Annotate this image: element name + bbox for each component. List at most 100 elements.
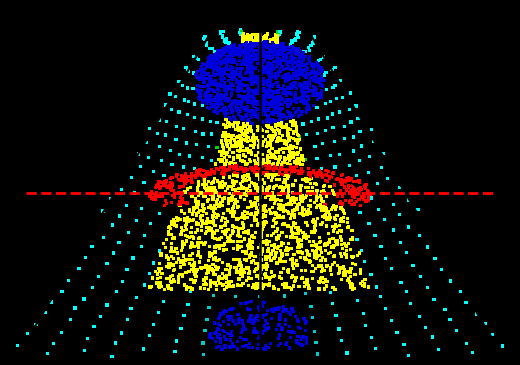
Point bbox=[336, 218, 345, 224]
Point bbox=[278, 160, 287, 166]
Point bbox=[150, 192, 159, 197]
Point bbox=[255, 261, 263, 267]
Point bbox=[252, 329, 261, 335]
Point bbox=[326, 249, 334, 255]
Point bbox=[225, 97, 233, 103]
Point bbox=[256, 161, 265, 167]
Point bbox=[216, 107, 225, 113]
Point bbox=[251, 31, 259, 37]
Point bbox=[424, 285, 432, 291]
Point bbox=[284, 131, 293, 137]
Point bbox=[303, 338, 311, 343]
Point bbox=[271, 245, 279, 250]
Point bbox=[281, 157, 290, 162]
Point bbox=[182, 238, 190, 244]
Point bbox=[255, 293, 264, 299]
Point bbox=[147, 221, 155, 227]
Point bbox=[295, 51, 304, 57]
Point bbox=[253, 107, 262, 112]
Point bbox=[182, 140, 190, 146]
Point bbox=[236, 194, 244, 200]
Point bbox=[310, 76, 319, 81]
Point bbox=[237, 87, 245, 93]
Point bbox=[259, 282, 267, 288]
Point bbox=[255, 77, 263, 82]
Point bbox=[228, 108, 237, 114]
Point bbox=[337, 181, 346, 187]
Point bbox=[226, 332, 235, 338]
Point bbox=[221, 137, 229, 143]
Point bbox=[273, 138, 281, 144]
Point bbox=[220, 71, 229, 77]
Point bbox=[184, 234, 192, 240]
Point bbox=[288, 329, 296, 335]
Point bbox=[227, 58, 235, 64]
Point bbox=[249, 72, 257, 77]
Point bbox=[236, 193, 244, 199]
Point bbox=[332, 96, 341, 101]
Point bbox=[299, 55, 307, 61]
Point bbox=[310, 69, 319, 75]
Point bbox=[227, 208, 236, 214]
Point bbox=[300, 96, 308, 102]
Point bbox=[255, 172, 263, 177]
Point bbox=[275, 244, 283, 250]
Point bbox=[229, 114, 238, 119]
Point bbox=[339, 246, 347, 251]
Point bbox=[250, 41, 258, 47]
Point bbox=[176, 264, 185, 269]
Point bbox=[298, 211, 307, 217]
Point bbox=[262, 70, 270, 76]
Point bbox=[269, 152, 277, 158]
Point bbox=[303, 100, 311, 106]
Point bbox=[305, 203, 313, 209]
Point bbox=[170, 277, 178, 283]
Point bbox=[209, 232, 217, 238]
Point bbox=[275, 206, 283, 212]
Point bbox=[301, 316, 309, 322]
Point bbox=[409, 262, 417, 268]
Point bbox=[315, 64, 323, 70]
Point bbox=[308, 248, 317, 254]
Point bbox=[175, 109, 183, 115]
Point bbox=[271, 36, 280, 42]
Point bbox=[229, 57, 238, 63]
Point bbox=[155, 261, 164, 267]
Point bbox=[278, 171, 287, 177]
Point bbox=[289, 46, 297, 51]
Point bbox=[289, 62, 297, 68]
Point bbox=[193, 188, 202, 194]
Point bbox=[246, 54, 254, 60]
Point bbox=[250, 75, 258, 81]
Point bbox=[311, 181, 319, 187]
Point bbox=[287, 246, 295, 251]
Point bbox=[262, 39, 270, 45]
Point bbox=[170, 268, 178, 274]
Point bbox=[268, 137, 276, 142]
Point bbox=[280, 46, 289, 51]
Point bbox=[256, 194, 265, 200]
Point bbox=[264, 31, 272, 37]
Point bbox=[232, 100, 241, 106]
Point bbox=[233, 269, 241, 275]
Point bbox=[294, 249, 302, 254]
Point bbox=[405, 353, 413, 358]
Point bbox=[203, 266, 212, 272]
Point bbox=[265, 46, 274, 52]
Point bbox=[272, 75, 281, 81]
Point bbox=[230, 97, 239, 103]
Point bbox=[288, 59, 296, 65]
Point bbox=[245, 183, 254, 189]
Point bbox=[276, 97, 284, 103]
Point bbox=[176, 201, 184, 207]
Point bbox=[257, 63, 266, 69]
Point bbox=[157, 180, 165, 186]
Point bbox=[233, 101, 242, 107]
Point bbox=[281, 57, 290, 63]
Point bbox=[243, 172, 252, 178]
Point bbox=[201, 71, 210, 77]
Point bbox=[306, 54, 314, 60]
Point bbox=[238, 263, 246, 269]
Point bbox=[319, 189, 328, 195]
Point bbox=[259, 85, 268, 91]
